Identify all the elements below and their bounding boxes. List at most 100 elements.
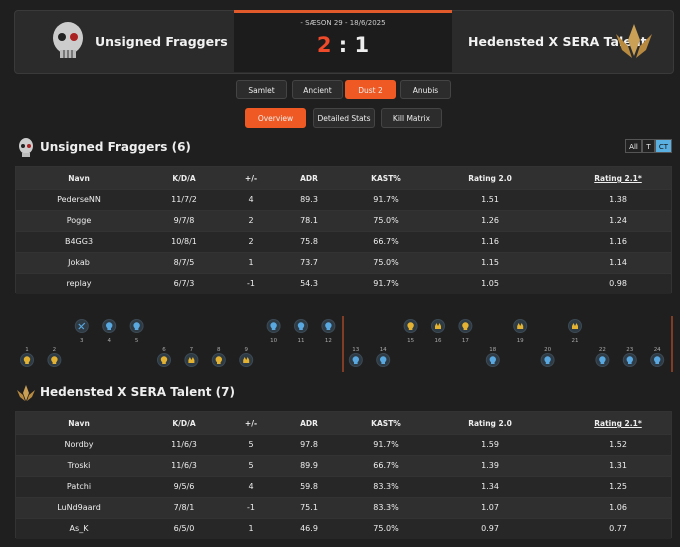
- table-cell: 59.8: [300, 482, 318, 491]
- map-tab[interactable]: Samlet: [236, 80, 287, 99]
- round-icon-jaw: [52, 362, 57, 364]
- table-cell: 10/8/1: [171, 237, 197, 246]
- table-cell: 8/7/5: [173, 258, 195, 267]
- table-row: [16, 252, 671, 273]
- column-header: K/D/A: [172, 174, 196, 183]
- table-cell: 2: [248, 237, 254, 246]
- round-icon-skull: [407, 322, 414, 329]
- table-cell: As_K: [69, 524, 89, 533]
- column-header: ADR: [300, 419, 318, 428]
- table-cell: Nordby: [64, 440, 94, 449]
- round-icon-skull: [51, 356, 58, 363]
- table-cell: PederseNN: [57, 195, 101, 204]
- table-cell: 9/5/6: [173, 482, 195, 491]
- round-icon-bomb: [243, 357, 250, 363]
- table-cell: 97.8: [300, 440, 318, 449]
- round-number: 5: [135, 338, 139, 344]
- round-number: 11: [298, 338, 305, 344]
- column-header: Rating 2.1*: [594, 419, 642, 428]
- view-tab[interactable]: Detailed Stats: [313, 108, 375, 128]
- table-cell: 46.9: [300, 524, 318, 533]
- table-header-bg: [16, 167, 671, 189]
- round-icon-jaw: [628, 362, 632, 364]
- column-header: Rating 2.0: [468, 419, 512, 428]
- table-row: [16, 455, 671, 476]
- table-cell: -1: [247, 279, 255, 288]
- round-icon-jaw: [271, 328, 276, 330]
- map-tab[interactable]: Anubis: [400, 80, 451, 99]
- table-cell: 6/7/3: [173, 279, 195, 288]
- table-cell: 0.98: [609, 279, 627, 288]
- table-row: [16, 497, 671, 518]
- round-icon-skull: [352, 356, 359, 363]
- table-cell: 1.51: [481, 195, 499, 204]
- round-icon-time: [78, 322, 86, 330]
- side-toggle-button[interactable]: T: [642, 139, 655, 153]
- table-cell: 1.24: [609, 216, 627, 225]
- table-cell: -1: [247, 503, 255, 512]
- round-number: 23: [626, 347, 633, 353]
- column-header: KAST%: [371, 174, 401, 183]
- table-cell: LuNd9aard: [57, 503, 101, 512]
- round-icon-skull: [380, 356, 387, 363]
- table-cell: 83.3%: [373, 503, 399, 512]
- column-header: Rating 2.1*: [594, 174, 642, 183]
- round-icon-skull: [325, 322, 332, 329]
- score1: 2: [316, 33, 332, 57]
- round-number: 6: [162, 347, 166, 353]
- table-cell: 0.97: [481, 524, 499, 533]
- table-cell: 83.3%: [373, 482, 399, 491]
- round-number: 14: [380, 347, 387, 353]
- view-tab[interactable]: Overview: [245, 108, 306, 128]
- table-cell: 11/7/2: [171, 195, 197, 204]
- column-header: Rating 2.0: [468, 174, 512, 183]
- round-icon-skull: [489, 356, 496, 363]
- table-cell: 89.9: [300, 461, 318, 470]
- round-number: 15: [407, 338, 414, 344]
- table-cell: 1.16: [481, 237, 499, 246]
- round-icon-jaw: [463, 328, 468, 330]
- map-tab[interactable]: Ancient: [292, 80, 343, 99]
- stats-table: Navn K/D/A +/- ADR KAST% Rating 2.0 Rating 2.1…: [15, 411, 672, 539]
- team2-name: Hedensted X SERA Talent: [468, 34, 647, 49]
- table-cell: 11/6/3: [171, 440, 197, 449]
- round-icon-skull: [654, 356, 661, 363]
- score-separator: :: [338, 33, 348, 57]
- table-cell: Pogge: [66, 216, 92, 225]
- round-icon-jaw: [162, 362, 166, 364]
- table-cell: 9/7/8: [173, 216, 195, 225]
- table-cell: 1: [248, 258, 254, 267]
- round-number: 19: [517, 338, 524, 344]
- table-cell: 11/6/3: [171, 461, 197, 470]
- round-icon-jaw: [299, 328, 303, 330]
- round-icon-jaw: [354, 362, 358, 364]
- table-cell: Jokab: [68, 258, 90, 267]
- round-icon-jaw: [655, 362, 659, 364]
- table-cell: 1.31: [609, 461, 627, 470]
- round-icon-jaw: [545, 362, 550, 364]
- round-icon-skull: [270, 322, 277, 329]
- side-toggle-button[interactable]: All: [625, 139, 642, 153]
- round-number: 18: [489, 347, 496, 353]
- map-tab[interactable]: Dust 2: [345, 80, 396, 99]
- round-icon-jaw: [217, 362, 221, 364]
- table-cell: 91.7%: [373, 440, 399, 449]
- table-row: [16, 434, 671, 455]
- view-tab[interactable]: Kill Matrix: [381, 108, 442, 128]
- column-header: KAST%: [371, 419, 401, 428]
- table-cell: 2: [248, 216, 254, 225]
- round-number: 16: [435, 338, 442, 344]
- table-header-bg: [16, 412, 671, 434]
- round-icon-bomb: [435, 323, 441, 329]
- table-row: [16, 231, 671, 252]
- round-icon-jaw: [381, 362, 385, 364]
- column-header: Navn: [68, 174, 90, 183]
- table-row: [16, 210, 671, 231]
- side-toggle-button[interactable]: CT: [655, 139, 672, 153]
- round-icon-bomb: [188, 357, 195, 363]
- column-header: K/D/A: [172, 419, 196, 428]
- column-header: ADR: [300, 174, 318, 183]
- table-cell: 1.06: [609, 503, 627, 512]
- table-cell: 7/8/1: [173, 503, 195, 512]
